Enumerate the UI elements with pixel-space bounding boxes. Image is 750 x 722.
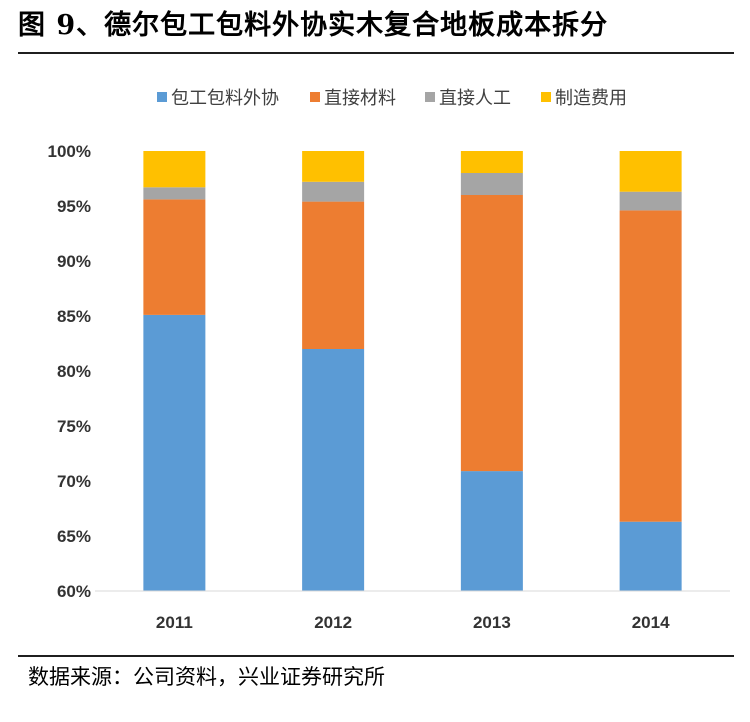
legend-swatch-0 [157,92,167,102]
y-tick-label: 60% [57,582,91,601]
legend-swatch-1 [310,92,320,102]
y-tick-label: 95% [57,197,91,216]
bar-segment-2012-3 [302,151,365,182]
bar-segment-2012-2 [302,181,365,202]
y-tick-label: 80% [57,362,91,381]
bar-segment-2012-0 [302,349,365,591]
bar-segment-2011-0 [143,314,206,591]
source-divider [18,655,734,657]
bar-segment-2014-0 [619,521,682,591]
bar-segment-2014-2 [619,191,682,211]
bar-segment-2013-1 [460,195,523,472]
legend-label-2: 直接人工 [439,88,511,109]
title-divider [18,52,734,54]
y-tick-label: 65% [57,527,91,546]
page-title: 图 9、德尔包工包料外协实木复合地板成本拆分 [18,10,609,41]
legend-label-0: 包工包料外协 [171,88,279,109]
x-tick-label: 2011 [156,613,193,632]
y-tick-label: 75% [57,417,91,436]
bar-segment-2014-1 [619,210,682,522]
y-tick-label: 100% [48,142,91,161]
x-tick-label: 2012 [314,613,352,632]
y-tick-label: 90% [57,252,91,271]
bar-segment-2013-2 [460,173,523,195]
legend-swatch-3 [541,92,551,102]
y-tick-label: 70% [57,472,91,491]
bar-segment-2011-2 [143,187,206,200]
bar-segment-2013-3 [460,151,523,173]
bar-segment-2011-3 [143,151,206,188]
source-note: 数据来源：公司资料，兴业证券研究所 [28,665,385,689]
bar-segment-2011-1 [143,199,206,315]
bar-segment-2014-3 [619,151,682,192]
x-tick-label: 2014 [632,613,670,632]
y-tick-label: 85% [57,307,91,326]
bar-segment-2012-1 [302,201,365,349]
bar-group [143,151,682,591]
y-axis: 60% 65% 70% 75% 80% 85% 90% 95% 100% [48,142,91,601]
legend-label-1: 直接材料 [324,88,396,109]
x-tick-label: 2013 [473,613,511,632]
bar-segment-2013-0 [460,471,523,591]
legend-label-3: 制造费用 [555,88,627,109]
legend-swatch-2 [425,92,435,102]
chart-legend: 包工包料外协 直接材料 直接人工 制造费用 [157,88,627,109]
x-axis: 2011 2012 2013 2014 [95,590,730,632]
